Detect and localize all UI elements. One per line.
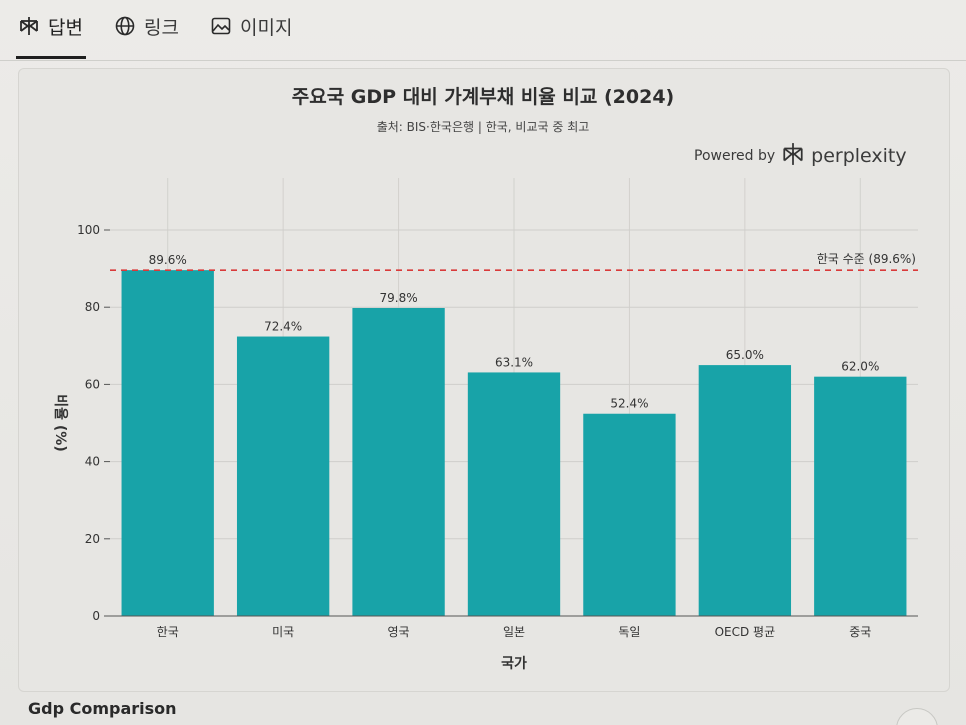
y-tick-label: 60 — [85, 377, 100, 391]
perplexity-logo-icon — [18, 15, 40, 37]
bar[interactable] — [121, 270, 214, 616]
x-tick-label: OECD 평균 — [715, 625, 776, 639]
bar[interactable] — [814, 376, 907, 616]
x-axis-title: 국가 — [501, 656, 527, 672]
x-tick-label: 한국 — [157, 625, 179, 639]
active-tab-indicator — [16, 56, 86, 59]
y-tick-label: 20 — [85, 532, 100, 546]
tab-images[interactable]: 이미지 — [210, 10, 292, 42]
bar-value-label: 89.6% — [149, 253, 187, 267]
bar-value-label: 63.1% — [495, 355, 533, 369]
tab-images-label: 이미지 — [240, 16, 293, 39]
bar[interactable] — [236, 336, 330, 616]
bar[interactable] — [698, 365, 792, 616]
y-axis-title: 비율 (%) — [52, 394, 69, 451]
x-tick-label: 미국 — [272, 625, 294, 639]
globe-icon — [114, 15, 136, 37]
bar[interactable] — [352, 307, 445, 616]
y-tick-label: 80 — [85, 300, 100, 314]
bar-value-label: 72.4% — [264, 320, 302, 334]
reference-line-label: 한국 수준 (89.6%) — [817, 252, 916, 266]
y-tick-label: 100 — [77, 223, 100, 237]
bar-value-label: 65.0% — [726, 348, 764, 362]
powered-by-badge[interactable]: Powered by perplexity — [694, 142, 907, 170]
x-tick-label: 중국 — [849, 625, 871, 639]
bar-value-label: 62.0% — [841, 360, 879, 374]
bar[interactable] — [583, 413, 676, 616]
tab-links-label: 링크 — [144, 16, 179, 39]
y-tick-label: 40 — [85, 455, 100, 469]
tab-links[interactable]: 링크 — [114, 10, 179, 42]
section-label: Gdp Comparison — [28, 699, 177, 718]
perplexity-brand-icon — [781, 142, 805, 170]
bar-value-label: 79.8% — [380, 291, 418, 305]
bar-value-label: 52.4% — [610, 397, 648, 411]
tab-answer[interactable]: 답변 — [18, 10, 83, 42]
x-tick-label: 독일 — [618, 625, 640, 639]
tab-answer-label: 답변 — [48, 16, 83, 39]
x-tick-label: 일본 — [503, 625, 525, 639]
powered-by-label: Powered by — [694, 148, 776, 164]
chart-title: 주요국 GDP 대비 가계부채 비율 비교 (2024) — [291, 86, 675, 108]
tab-bar: 답변 링크 — [0, 0, 966, 61]
x-tick-label: 영국 — [388, 625, 410, 639]
perplexity-brand-label: perplexity — [811, 145, 907, 167]
y-tick-label: 0 — [92, 609, 100, 623]
image-icon — [210, 15, 232, 37]
chart-subtitle: 출처: BIS·한국은행 | 한국, 비교국 중 최고 — [376, 120, 590, 134]
bar[interactable] — [467, 372, 561, 616]
